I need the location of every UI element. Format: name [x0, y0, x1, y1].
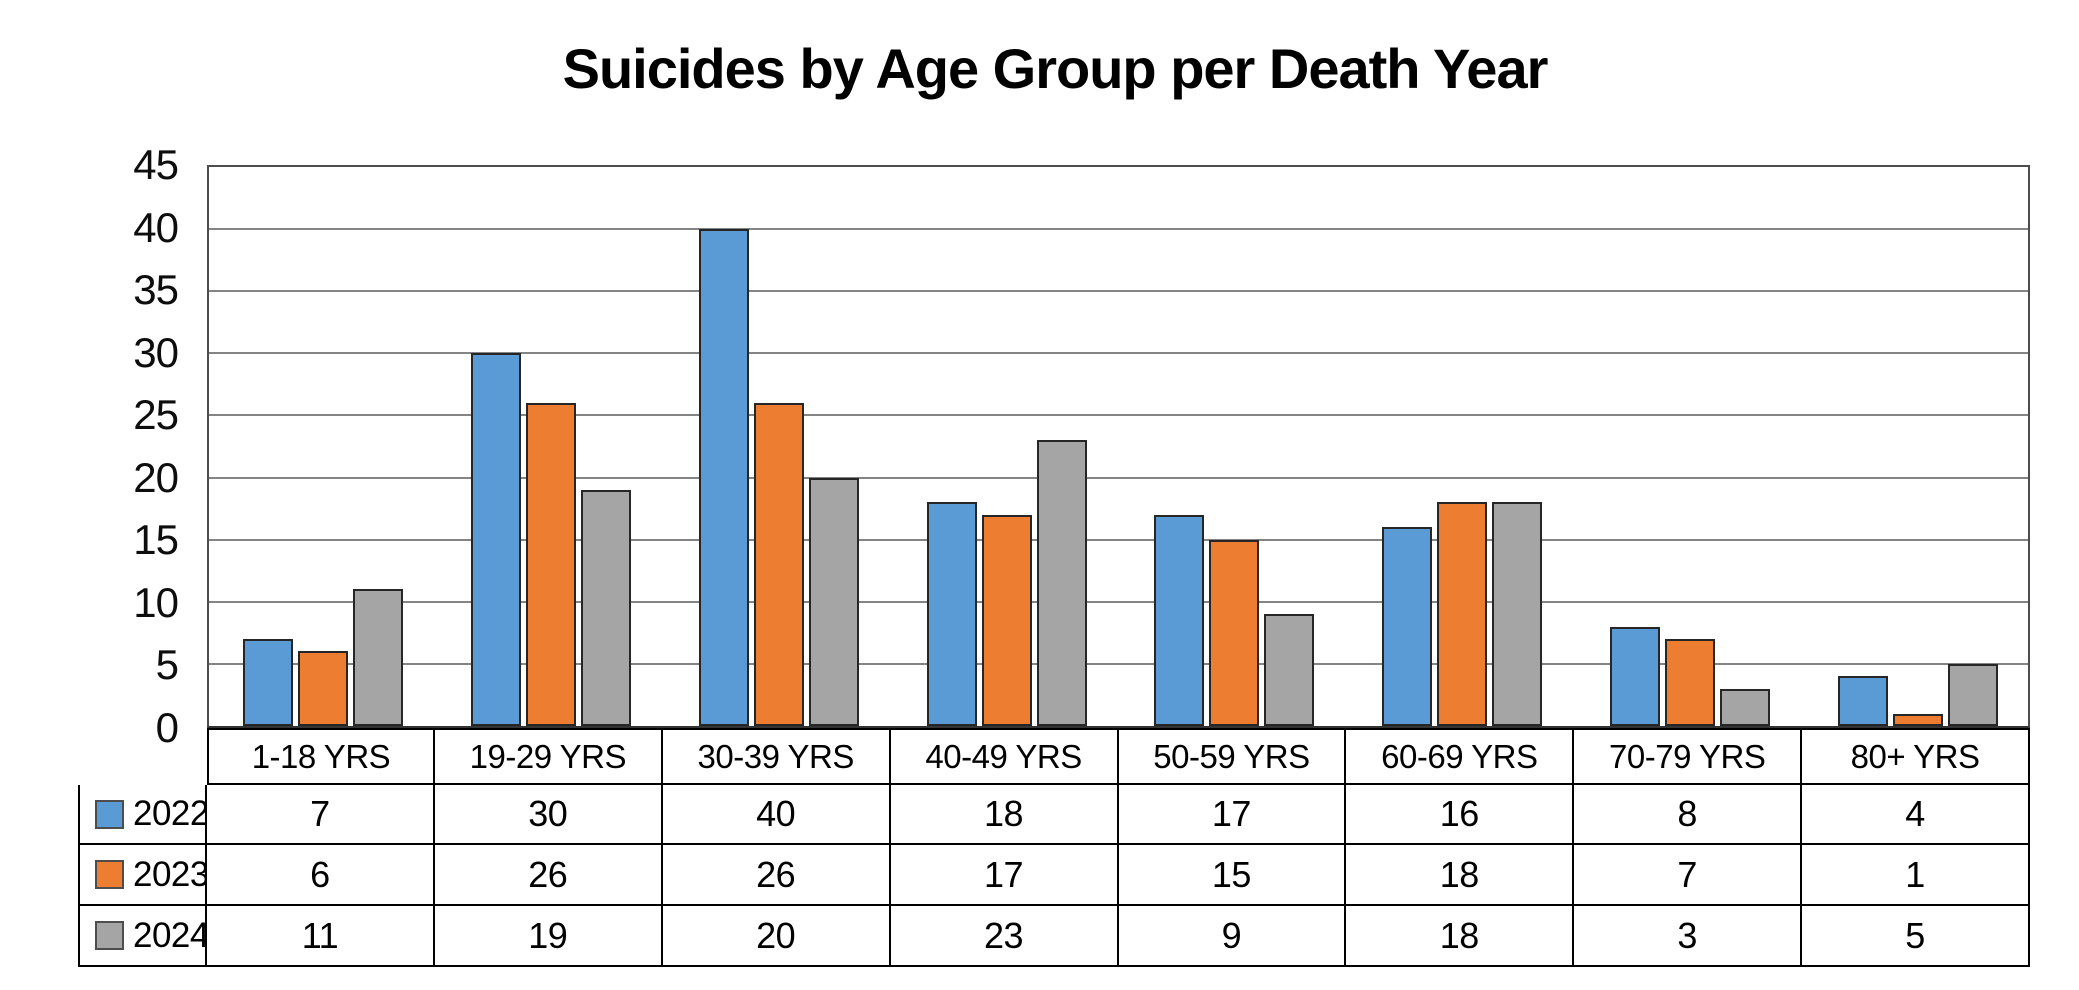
category-header-cell: 30-39 YRS — [662, 728, 891, 785]
bar-group-70-79-yrs — [1576, 167, 1804, 726]
value-cell-2024-1-18-yrs: 11 — [207, 906, 435, 967]
bar-2022-50-59-yrs — [1154, 514, 1205, 726]
value-cell-2024-50-59-yrs: 9 — [1118, 906, 1347, 967]
value-cell-2024-40-49-yrs: 23 — [890, 906, 1119, 967]
value-cell-2022-70-79-yrs: 8 — [1574, 785, 1803, 845]
bar-2023-60-69-yrs — [1437, 502, 1488, 726]
value-cell-2024-60-69-yrs: 18 — [1346, 906, 1575, 967]
gridline-40 — [209, 228, 2028, 231]
bar-2024-30-39-yrs — [808, 477, 859, 726]
bar-2023-50-59-yrs — [1209, 539, 1260, 726]
y-axis-label-10: 10 — [133, 578, 179, 626]
value-cell-2023-60-69-yrs: 18 — [1346, 845, 1575, 906]
category-header-cell: 1-18 YRS — [207, 728, 435, 785]
bar-2024-70-79-yrs — [1720, 688, 1771, 726]
value-cell-2024-70-79-yrs: 3 — [1574, 906, 1803, 967]
value-cell-2022-30-39-yrs: 40 — [662, 785, 891, 845]
gridline-20 — [209, 476, 2028, 479]
series-name: 2024 — [133, 915, 209, 955]
value-cell-2022-40-49-yrs: 18 — [890, 785, 1119, 845]
bar-group-80+-yrs — [1804, 167, 2032, 726]
value-cell-2022-1-18-yrs: 7 — [207, 785, 435, 845]
bar-2022-40-49-yrs — [926, 502, 977, 726]
gridline-35 — [209, 290, 2028, 293]
y-axis-label-25: 25 — [133, 391, 179, 439]
value-cell-2024-80+-yrs: 5 — [1802, 906, 2030, 967]
y-axis-label-45: 45 — [133, 141, 179, 188]
chart-title: Suicides by Age Group per Death Year — [562, 37, 1549, 100]
category-header-cell: 50-59 YRS — [1118, 728, 1347, 785]
bar-group-60-69-yrs — [1348, 167, 1576, 726]
value-cell-2023-19-29-yrs: 26 — [434, 845, 663, 906]
bar-group-40-49-yrs — [893, 167, 1121, 726]
bar-group-19-29-yrs — [437, 167, 665, 726]
gridline-5 — [209, 662, 2028, 665]
y-axis-label-5: 5 — [155, 641, 179, 689]
bar-group-50-59-yrs — [1121, 167, 1349, 726]
value-cell-2022-19-29-yrs: 30 — [434, 785, 663, 845]
y-axis-label-35: 35 — [133, 266, 179, 314]
category-header-cell: 70-79 YRS — [1574, 728, 1803, 785]
legend-cell-2023: 2023 — [78, 845, 209, 906]
value-cell-2022-60-69-yrs: 16 — [1346, 785, 1575, 845]
bar-2022-60-69-yrs — [1382, 527, 1433, 726]
value-cell-2023-50-59-yrs: 15 — [1118, 845, 1347, 906]
bar-2024-40-49-yrs — [1036, 440, 1087, 726]
bar-2023-40-49-yrs — [981, 514, 1032, 726]
value-cell-2024-19-29-yrs: 19 — [434, 906, 663, 967]
gridline-10 — [209, 600, 2028, 603]
value-cell-2024-30-39-yrs: 20 — [662, 906, 891, 967]
bar-2022-80+-yrs — [1838, 676, 1889, 726]
legend-cell-2022: 2022 — [78, 785, 209, 845]
bar-2024-19-29-yrs — [580, 489, 631, 726]
category-header-cell: 60-69 YRS — [1346, 728, 1575, 785]
category-header-cell: 19-29 YRS — [434, 728, 663, 785]
data-table: 1-18 YRS 19-29 YRS 30-39 YRS 40-49 YRS 50-59… — [78, 728, 2030, 967]
legend-swatch-2022 — [95, 799, 124, 829]
y-axis-label-40: 40 — [133, 203, 179, 251]
bar-2024-50-59-yrs — [1264, 614, 1315, 726]
gridline-15 — [209, 538, 2028, 541]
legend-swatch-2024 — [95, 921, 124, 950]
bar-2022-1-18-yrs — [242, 639, 293, 726]
bar-2022-70-79-yrs — [1610, 626, 1661, 726]
y-axis-label-0: 0 — [155, 704, 179, 751]
value-cell-2023-40-49-yrs: 17 — [890, 845, 1119, 906]
plot-area — [207, 165, 2030, 728]
legend-cell-2024: 2024 — [78, 906, 209, 967]
bar-2024-1-18-yrs — [352, 589, 403, 726]
bar-2023-30-39-yrs — [753, 403, 804, 726]
value-cell-2022-50-59-yrs: 17 — [1118, 785, 1347, 845]
bar-2023-1-18-yrs — [297, 651, 348, 726]
bar-2024-60-69-yrs — [1492, 502, 1543, 726]
bar-group-1-18-yrs — [209, 167, 437, 726]
gridline-30 — [209, 352, 2028, 355]
bar-group-30-39-yrs — [665, 167, 893, 726]
bar-2023-80+-yrs — [1893, 713, 1944, 726]
y-axis-label-15: 15 — [133, 516, 179, 564]
bar-2022-30-39-yrs — [698, 229, 749, 726]
value-cell-2022-80+-yrs: 4 — [1802, 785, 2030, 845]
category-header-cell: 80+ YRS — [1802, 728, 2030, 785]
value-cell-2023-30-39-yrs: 26 — [662, 845, 891, 906]
value-cell-2023-70-79-yrs: 7 — [1574, 845, 1803, 906]
gridline-25 — [209, 414, 2028, 417]
category-header-cell: 40-49 YRS — [890, 728, 1119, 785]
bar-2024-80+-yrs — [1948, 663, 1999, 726]
y-axis-label-30: 30 — [133, 328, 179, 376]
bar-2023-19-29-yrs — [525, 403, 576, 726]
bar-2023-70-79-yrs — [1665, 639, 1716, 726]
value-cell-2023-80+-yrs: 1 — [1802, 845, 2030, 906]
value-cell-2023-1-18-yrs: 6 — [207, 845, 435, 906]
y-axis-label-20: 20 — [133, 453, 179, 501]
series-name: 2022 — [133, 794, 209, 833]
series-name: 2023 — [133, 854, 209, 894]
table-corner-spacer — [78, 728, 207, 785]
legend-swatch-2023 — [95, 860, 124, 889]
bar-2022-19-29-yrs — [470, 353, 521, 726]
